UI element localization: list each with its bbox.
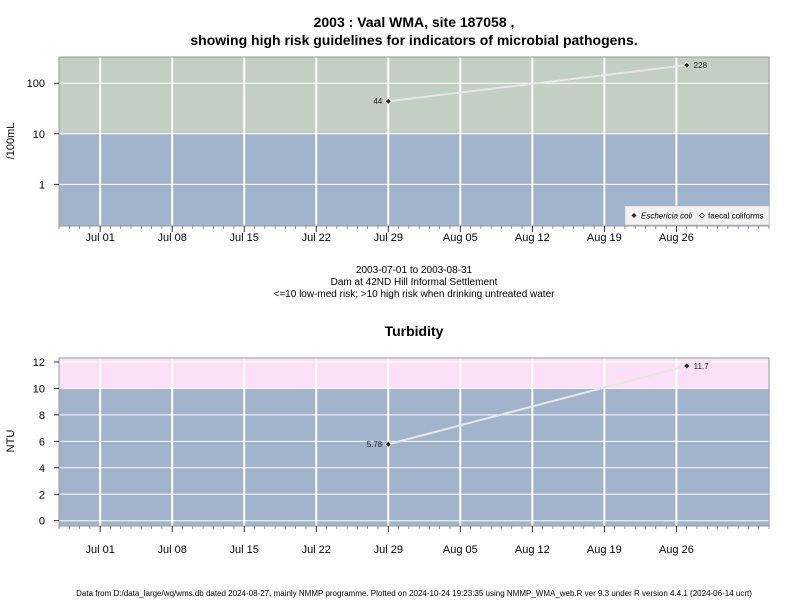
x-tick-label: Jul 22 — [302, 544, 331, 556]
legend-box — [624, 205, 770, 226]
turbidity-title: Turbidity — [385, 323, 444, 339]
x-tick-label: Jul 15 — [230, 232, 259, 244]
x-tick-label: Jul 08 — [158, 232, 187, 244]
chart-title-line2: showing high risk guidelines for indicat… — [190, 32, 637, 48]
y-tick-label: 1 — [39, 179, 45, 191]
plot-frame — [58, 56, 770, 227]
legend-label: faecal coliforms — [708, 212, 764, 221]
y-axis-label: NTU — [5, 430, 17, 453]
y-tick-label: 2 — [39, 489, 45, 501]
y-tick-label: 10 — [33, 129, 45, 141]
y-tick-label: 12 — [33, 357, 45, 369]
footer-note: Data from D:/data_large/wq/wms.db dated … — [76, 589, 752, 598]
x-tick-label: Jul 22 — [302, 232, 331, 244]
y-tick-label: 100 — [27, 78, 45, 90]
data-label: 5.78 — [367, 440, 383, 449]
legend-marker-open — [699, 212, 705, 219]
x-tick-label: Jul 29 — [374, 232, 403, 244]
data-point — [384, 440, 392, 448]
site-caption: Dam at 42ND Hill Informal Settlement — [331, 277, 498, 288]
x-tick-label: Jul 08 — [158, 544, 187, 556]
x-tick-label: Aug 19 — [587, 544, 622, 556]
x-tick-label: Jul 01 — [85, 544, 114, 556]
x-tick-label: Aug 12 — [515, 544, 550, 556]
series-line — [388, 64, 687, 103]
y-tick-label: 0 — [39, 516, 45, 528]
data-point — [683, 61, 691, 69]
y-axis-label: /100mL — [5, 123, 17, 160]
date-range-caption: 2003-07-01 to 2003-08-31 — [356, 265, 473, 276]
data-point — [683, 362, 691, 370]
data-label: 228 — [694, 61, 708, 70]
legend-marker-filled — [631, 213, 637, 218]
data-point — [384, 97, 392, 105]
x-tick-label: Aug 26 — [659, 232, 694, 244]
x-tick-label: Aug 05 — [443, 544, 478, 556]
x-tick-label: Aug 05 — [443, 232, 478, 244]
y-tick-label: 10 — [33, 383, 45, 395]
data-label: 11.7 — [694, 362, 710, 371]
ecoli-panel: Jul 01 Jul 08 Jul 15 Jul 22 Jul 29 Aug 05 Aug … — [5, 56, 770, 244]
legend-label: Eschericia coli — [641, 212, 692, 221]
x-tick-label: Jul 29 — [374, 544, 403, 556]
series-line — [388, 364, 687, 446]
y-tick-label: 6 — [39, 436, 45, 448]
high-risk-band — [59, 358, 769, 389]
low-risk-band — [59, 388, 769, 526]
data-label: 44 — [373, 97, 382, 106]
x-tick-label: Aug 12 — [515, 232, 550, 244]
plot-frame — [58, 357, 770, 527]
x-tick-label: Jul 01 — [85, 232, 114, 244]
y-tick-label: 8 — [39, 410, 45, 422]
x-tick-label: Jul 15 — [230, 544, 259, 556]
risk-caption: <=10 low-med risk; >10 high risk when dr… — [274, 289, 556, 300]
y-tick-label: 4 — [39, 463, 45, 475]
turbidity-panel: Jul 01 Jul 08 Jul 15 Jul 22 Jul 29 Aug 05 Aug … — [5, 357, 770, 556]
chart-title-line1: 2003 : Vaal WMA, site 187058 , — [314, 14, 515, 30]
x-tick-label: Aug 19 — [587, 232, 622, 244]
x-tick-label: Aug 26 — [659, 544, 694, 556]
